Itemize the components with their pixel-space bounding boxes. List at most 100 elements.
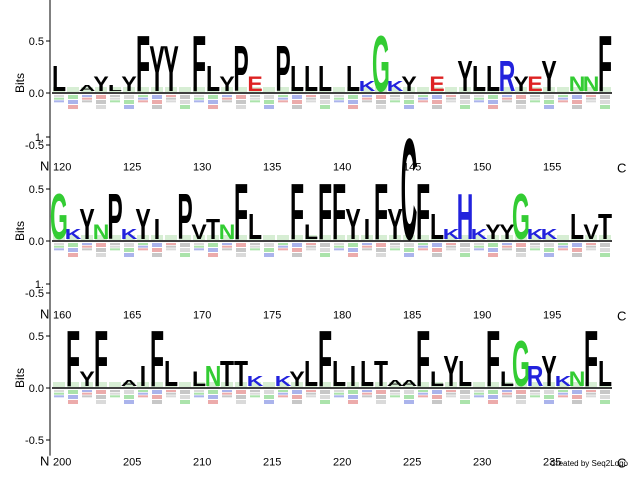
negative-residue-stack [474,392,484,395]
negative-residue-stack [250,392,260,395]
residue-letter: K [443,227,460,243]
negative-residue-stack [166,392,176,395]
minor-residue-stack [599,87,611,92]
negative-residue-stack [446,100,456,103]
minor-residue-stack [389,235,401,240]
negative-residue-stack [138,395,148,398]
residue-letter: F [234,168,248,256]
negative-residue-stack [544,243,554,247]
minor-residue-stack [585,235,597,240]
residue-letter: L [486,60,500,99]
minor-residue-stack [207,87,219,92]
negative-residue-stack [586,392,596,395]
negative-residue-stack [376,390,386,394]
negative-residue-stack [124,395,134,399]
minor-residue-stack [487,235,499,240]
residue-letter: F [318,168,332,256]
negative-residue-stack [306,95,316,97]
negative-residue-stack [460,95,470,99]
negative-residue-stack [236,253,246,257]
minor-residue-stack [95,235,107,240]
negative-residue-stack [152,253,162,257]
residue-letter: N [583,72,600,96]
residue-letter: F [374,168,388,256]
minor-residue-stack [137,235,149,240]
residue-letter: A [79,83,96,93]
position-label: 180 [333,310,351,322]
negative-residue-stack [516,105,526,109]
minor-residue-stack [333,87,345,92]
c-terminus-label: C [617,309,626,324]
negative-residue-stack [264,100,274,104]
negative-residue-stack [474,100,484,103]
negative-residue-stack [208,243,218,247]
negative-residue-stack [404,248,414,252]
minor-residue-stack [543,87,555,92]
negative-residue-stack [558,95,568,97]
negative-residue-stack [82,392,92,395]
residue-letter: L [318,60,332,99]
negative-residue-stack [390,243,400,245]
negative-residue-stack [208,390,218,394]
negative-residue-stack [516,390,526,394]
minor-residue-stack [151,382,163,387]
minor-residue-stack [165,382,177,387]
negative-residue-stack [334,243,344,245]
residue-letter: A [121,378,138,388]
minor-residue-stack [137,87,149,92]
negative-residue-stack [390,97,400,100]
negative-residue-stack [572,253,582,257]
negative-residue-stack [320,248,330,252]
residue-letter: Y [541,54,556,101]
residue-letter: K [387,79,404,95]
residue-letter: P [177,182,192,254]
negative-residue-stack [82,97,92,100]
residue-letter: L [304,220,318,244]
negative-residue-stack [376,395,386,399]
negative-residue-stack [348,395,358,399]
negative-residue-stack [166,97,176,100]
negative-residue-stack [222,245,232,248]
minor-residue-stack [459,87,471,92]
negative-residue-stack [278,97,288,100]
negative-residue-stack [110,390,120,392]
negative-residue-stack [460,400,470,404]
negative-residue-stack [474,390,484,392]
minor-residue-stack [249,87,261,92]
negative-residue-stack [68,243,78,247]
minor-residue-stack [347,87,359,92]
negative-residue-stack [502,95,512,97]
minor-residue-stack [417,235,429,240]
negative-residue-stack [334,392,344,395]
negative-residue-stack [446,395,456,398]
negative-residue-stack [530,245,540,248]
negative-residue-stack [292,243,302,247]
negative-residue-stack [194,390,204,392]
residue-letter: L [430,367,444,391]
residue-letter: L [164,355,178,394]
negative-residue-stack [96,105,106,109]
minor-residue-stack [277,382,289,387]
negative-residue-stack [110,245,120,248]
position-label: 200 [53,457,71,469]
minor-residue-stack [221,235,233,240]
negative-residue-stack [572,95,582,99]
negative-residue-stack [530,243,540,245]
minor-residue-stack [81,235,93,240]
residue-letter: N [569,367,586,391]
negative-residue-stack [236,390,246,394]
negative-residue-stack [348,105,358,109]
negative-residue-stack [544,248,554,252]
negative-residue-stack [166,390,176,392]
negative-residue-stack [558,97,568,100]
residue-letter: L [430,208,444,247]
negative-residue-stack [488,248,498,252]
residue-letter: Y [457,54,472,101]
residue-letter: Y [121,72,136,96]
minor-residue-stack [557,87,569,92]
residue-letter: Y [149,34,164,106]
negative-residue-stack [488,253,498,257]
residue-letter: L [248,208,262,247]
negative-residue-stack [222,95,232,97]
minor-residue-stack [305,382,317,387]
